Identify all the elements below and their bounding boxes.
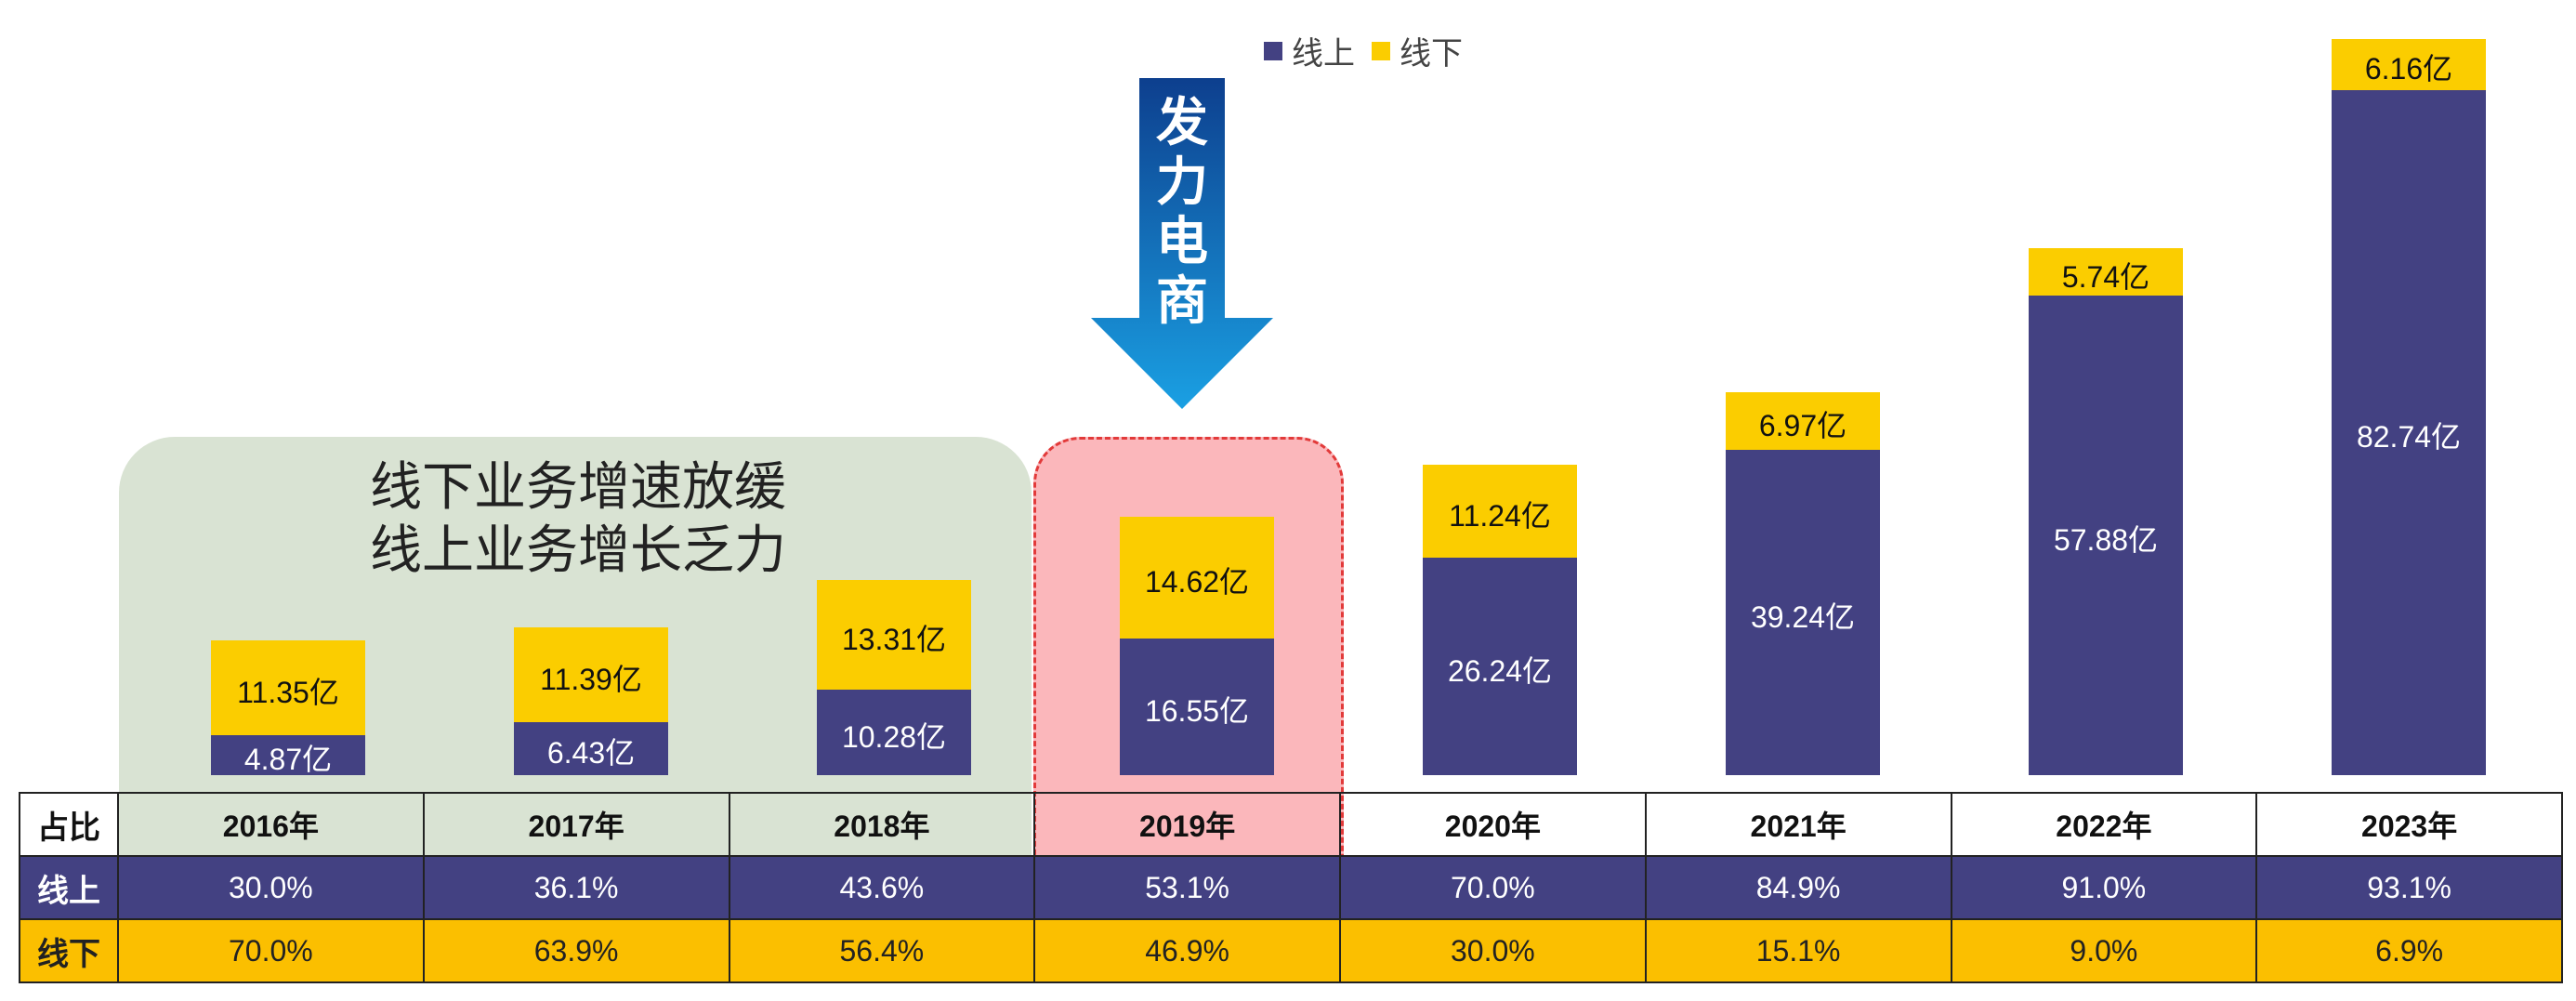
arrow-char: 商 xyxy=(1156,271,1208,330)
table-header-row: 占比 2016年 2017年 2018年 2019年 2020年 2021年 2… xyxy=(19,792,2563,857)
bar-offline xyxy=(514,627,668,722)
down-arrow-icon xyxy=(1091,78,1273,409)
year-header: 2020年 xyxy=(1339,792,1647,857)
data-label-offline: 11.24亿 xyxy=(1449,499,1551,533)
data-label-online: 16.55亿 xyxy=(1144,694,1250,729)
legend-swatch-offline xyxy=(1372,41,1390,60)
data-label-offline: 14.62亿 xyxy=(1144,565,1250,599)
bar-online xyxy=(1120,638,1274,775)
bar-online xyxy=(817,690,971,775)
share-cell: 63.9% xyxy=(422,918,730,983)
data-label-offline: 5.74亿 xyxy=(2061,259,2150,294)
bar-offline xyxy=(1423,465,1577,559)
bar-online xyxy=(211,734,365,775)
bar-offline xyxy=(1726,392,1880,451)
data-label-online: 57.88亿 xyxy=(2053,523,2159,558)
slowdown-note: 线下业务增速放缓 线上业务增长乏力 xyxy=(370,455,786,582)
data-label-online: 10.28亿 xyxy=(841,720,947,755)
data-label-offline: 6.16亿 xyxy=(2364,52,2453,86)
share-cell: 36.1% xyxy=(422,855,730,920)
arrow-char: 发 xyxy=(1156,93,1208,151)
arrow-label: 发 力 电 商 xyxy=(1154,93,1210,331)
share-cell: 70.0% xyxy=(117,918,425,983)
share-cell: 15.1% xyxy=(1644,918,1952,983)
data-label-online: 82.74亿 xyxy=(2356,420,2462,454)
table-row-offline: 线下 70.0% 63.9% 56.4% 46.9% 30.0% 15.1% 9… xyxy=(19,918,2563,983)
share-cell: 91.0% xyxy=(1950,855,2258,920)
bar-online xyxy=(2332,89,2486,775)
table-row-online: 线上 30.0% 36.1% 43.6% 53.1% 70.0% 84.9% 9… xyxy=(19,855,2563,920)
bar-online xyxy=(1423,558,1577,775)
legend-item-online: 线上 xyxy=(1264,28,1355,73)
legend-label-offline: 线下 xyxy=(1400,36,1463,72)
bar-offline xyxy=(1120,517,1274,639)
share-cell: 70.0% xyxy=(1339,855,1647,920)
share-cell: 6.9% xyxy=(2255,918,2563,983)
data-label-offline: 11.39亿 xyxy=(540,662,642,696)
bar-offline xyxy=(2029,248,2183,296)
share-cell: 84.9% xyxy=(1644,855,1952,920)
legend-item-offline: 线下 xyxy=(1372,28,1463,73)
row-head-offline: 线下 xyxy=(19,918,119,983)
bar-online xyxy=(514,721,668,775)
year-header: 2022年 xyxy=(1950,792,2258,857)
table-corner-header: 占比 xyxy=(19,792,119,857)
arrow-char: 电 xyxy=(1156,212,1208,270)
share-cell: 30.0% xyxy=(1339,918,1647,983)
legend-label-online: 线上 xyxy=(1292,36,1355,72)
data-label-offline: 13.31亿 xyxy=(841,623,947,657)
share-cell: 30.0% xyxy=(117,855,425,920)
data-label-online: 26.24亿 xyxy=(1447,654,1553,689)
bar-offline xyxy=(2332,38,2486,90)
bar-offline xyxy=(817,579,971,691)
share-cell: 46.9% xyxy=(1033,918,1341,983)
data-label-offline: 6.97亿 xyxy=(1758,409,1847,443)
share-cell: 56.4% xyxy=(728,918,1036,983)
bar-online xyxy=(2029,296,2183,775)
share-cell: 9.0% xyxy=(1950,918,2258,983)
share-cell: 93.1% xyxy=(2255,855,2563,920)
row-head-online: 线上 xyxy=(19,855,119,920)
year-header: 2017年 xyxy=(422,792,730,857)
share-table: 占比 2016年 2017年 2018年 2019年 2020年 2021年 2… xyxy=(19,792,2563,983)
arrow-char: 力 xyxy=(1156,152,1208,211)
year-header: 2021年 xyxy=(1644,792,1952,857)
note-line-1: 线下业务增速放缓 xyxy=(370,457,786,516)
year-header: 2016年 xyxy=(117,792,425,857)
year-header: 2018年 xyxy=(728,792,1036,857)
data-label-online: 39.24亿 xyxy=(1750,600,1856,635)
legend-swatch-online xyxy=(1264,41,1282,60)
share-cell: 43.6% xyxy=(728,855,1036,920)
note-line-2: 线上业务增长乏力 xyxy=(370,520,786,579)
bar-offline xyxy=(211,640,365,735)
share-cell: 53.1% xyxy=(1033,855,1341,920)
data-label-offline: 11.35亿 xyxy=(237,676,339,710)
legend: 线上 线下 xyxy=(1264,28,1479,73)
data-label-online: 4.87亿 xyxy=(243,743,333,777)
data-label-online: 6.43亿 xyxy=(546,736,636,771)
year-header: 2023年 xyxy=(2255,792,2563,857)
bar-online xyxy=(1726,450,1880,775)
year-header: 2019年 xyxy=(1033,792,1341,857)
